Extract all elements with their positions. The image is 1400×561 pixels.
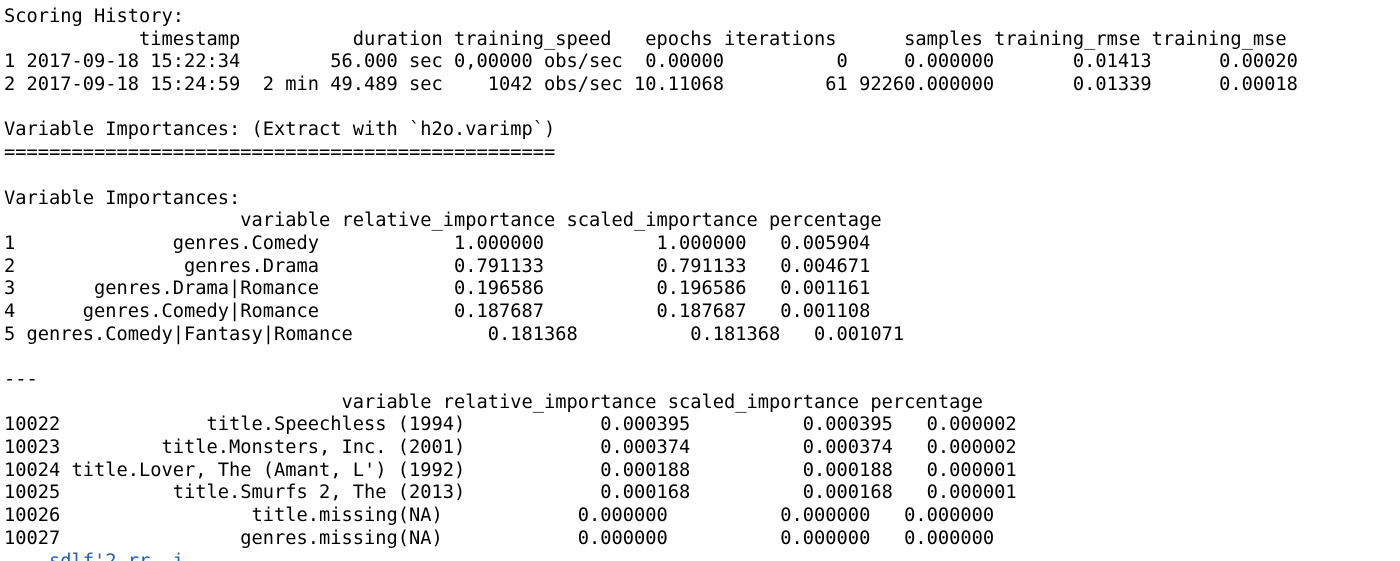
importance-row: 5 genres.Comedy|Fantasy|Romance 0.181368… <box>4 323 905 345</box>
importance-row: 3 genres.Drama|Romance 0.196586 0.196586… <box>4 278 871 300</box>
importance-row: 1 genres.Comedy 1.000000 1.000000 0.0059… <box>4 232 871 254</box>
variable-importances-heading: Variable Importances: <box>4 187 252 209</box>
importance-tail-row: 10024 title.Lover, The (Amant, L') (1992… <box>4 459 1017 481</box>
blank-line <box>4 346 1394 369</box>
scoring-history-row: 2 2017-09-18 15:24:59 2 min 49.489 sec 1… <box>4 74 1298 96</box>
importance-tail-header-row: variable relative_importance scaled_impo… <box>4 391 983 413</box>
importance-tail-row: 10027 genres.missing(NA) 0.000000 0.0000… <box>4 527 995 549</box>
console-output[interactable]: Scoring History: timestamp duration trai… <box>4 6 1394 561</box>
ellipsis-separator: --- <box>4 369 38 390</box>
scoring-history-heading: Scoring History: <box>4 6 196 27</box>
blank-line <box>4 97 1394 120</box>
scoring-history-row: 1 2017-09-18 15:22:34 56.000 sec 0,00000… <box>4 51 1298 73</box>
importance-tail-row: 10022 title.Speechless (1994) 0.000395 0… <box>4 414 1017 436</box>
variable-importances-note: Variable Importances: (Extract with `h2o… <box>4 119 567 141</box>
blank-line <box>4 165 1394 188</box>
importance-row: 4 genres.Comedy|Romance 0.187687 0.18768… <box>4 300 871 322</box>
importance-row: 2 genres.Drama 0.791133 0.791133 0.00467… <box>4 255 871 277</box>
importance-tail-row: 10023 title.Monsters, Inc. (2001) 0.0003… <box>4 437 1017 459</box>
console-prompt-input[interactable]: sdlf'2 rr i <box>4 551 1394 561</box>
scoring-history-header-row: timestamp duration training_speed epochs… <box>4 28 1287 50</box>
separator-rule: ========================================… <box>4 142 556 164</box>
importance-tail-row: 10026 title.missing(NA) 0.000000 0.00000… <box>4 505 995 527</box>
importance-header-row: variable relative_importance scaled_impo… <box>4 210 882 232</box>
importance-tail-row: 10025 title.Smurfs 2, The (2013) 0.00016… <box>4 482 1017 504</box>
